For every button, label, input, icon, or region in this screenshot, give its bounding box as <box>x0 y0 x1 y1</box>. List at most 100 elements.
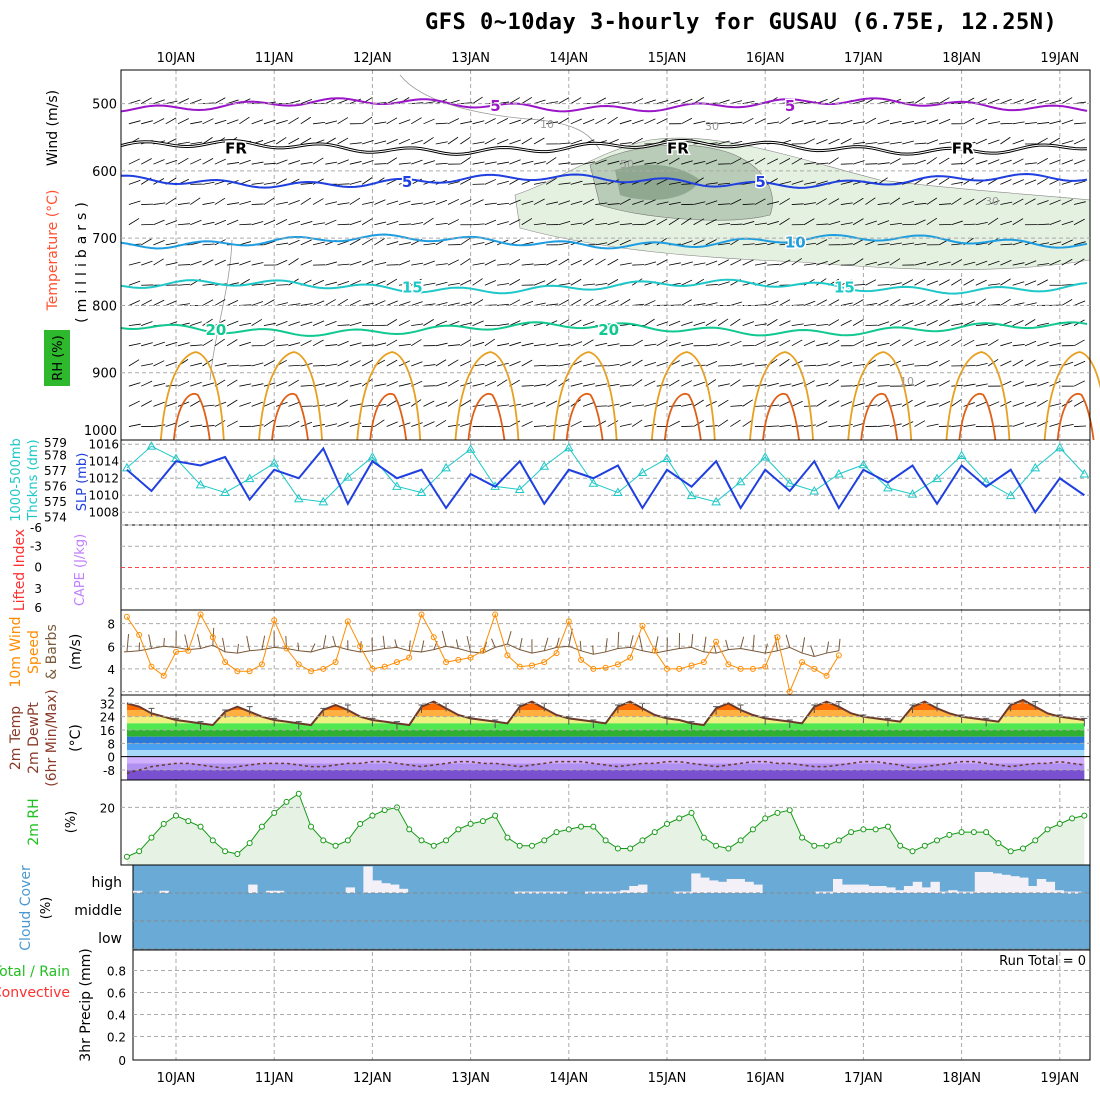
wind-barb <box>411 361 423 367</box>
wind-barb <box>558 282 571 286</box>
rh-point <box>258 823 265 830</box>
slp-line <box>126 446 1085 515</box>
wind-barb <box>362 201 374 205</box>
thickness-point <box>809 485 820 495</box>
high-cloud-bar <box>1001 874 1011 893</box>
wind-barb <box>1037 137 1048 145</box>
wind-barb <box>546 424 559 427</box>
wind-barb <box>877 385 890 387</box>
rh-point <box>749 826 756 833</box>
wind-barb <box>300 182 313 185</box>
wind-barb <box>300 137 312 145</box>
wind-barb <box>595 383 608 387</box>
wind-barb <box>386 359 398 367</box>
wind-barb <box>325 161 338 165</box>
wind-barb <box>361 259 374 266</box>
wind-barb <box>803 218 815 226</box>
wind-barb <box>730 121 743 125</box>
wind-barb <box>1049 120 1062 125</box>
pressure-tick: 500 <box>92 98 117 113</box>
wind-barb <box>767 221 779 226</box>
wind-barb <box>938 157 950 165</box>
wind-barb <box>1012 344 1025 347</box>
wind-barb <box>1012 422 1025 427</box>
wind-barb <box>251 301 264 306</box>
wind-barb <box>239 402 251 407</box>
high-cloud-bar <box>673 891 683 894</box>
wind-barb <box>619 198 631 205</box>
wind-barb <box>619 159 632 165</box>
thickness-tick: 575 <box>44 495 67 509</box>
wind-barb <box>521 385 534 387</box>
wind-barb <box>337 263 350 266</box>
surface-wind-barb <box>752 634 755 651</box>
wind-speed-point <box>541 659 548 666</box>
wind-barb <box>398 180 411 185</box>
wind-barb <box>398 162 411 165</box>
rh-point <box>823 842 830 849</box>
wind-barb <box>374 238 385 246</box>
wind-barb <box>803 424 816 427</box>
wind-barb <box>497 323 510 327</box>
wind-speed-point <box>627 654 634 661</box>
surface-wind-barb <box>148 634 152 649</box>
wind-barb <box>607 279 619 286</box>
wind-barb <box>595 342 608 347</box>
wind-barb <box>497 180 509 185</box>
wind-barb <box>877 363 890 367</box>
wind-barb <box>914 96 925 104</box>
surface-wind-barb <box>322 635 327 649</box>
wind-barb <box>693 201 706 205</box>
wind-barb <box>852 339 864 347</box>
wind-barb <box>1061 140 1074 145</box>
rh-point <box>897 842 904 849</box>
thickness-point <box>563 442 574 452</box>
wind-barb <box>570 222 583 226</box>
wind-speed-point <box>835 652 842 659</box>
contour-label: 5 <box>402 173 412 191</box>
wind-speed-point <box>209 634 216 641</box>
wind-barb <box>214 197 226 205</box>
wind-barb <box>681 321 693 327</box>
wind-barb <box>239 278 250 286</box>
wind-barb <box>816 120 828 125</box>
wind-barb <box>300 321 313 327</box>
wind-barb <box>312 300 325 306</box>
wind-barb <box>472 199 484 205</box>
date-label-top: 17JAN <box>844 51 883 66</box>
rh-point <box>541 837 548 844</box>
surface-wind-barb <box>838 638 841 651</box>
wind-barb <box>865 382 877 387</box>
wind-barb <box>226 119 239 125</box>
wind-barb <box>276 259 288 266</box>
wind-barb <box>902 200 914 205</box>
wind-barb <box>202 158 214 165</box>
wind-barb <box>251 424 264 427</box>
rh-point <box>737 837 744 844</box>
contour-label: 5 <box>785 97 795 115</box>
wind-barb <box>791 339 803 347</box>
temperature-contour--5 <box>120 173 1088 189</box>
wind-barb <box>263 139 276 145</box>
wind-barb <box>325 402 337 407</box>
wind-barb <box>533 280 546 286</box>
wind-barb <box>447 198 460 205</box>
wind-barb <box>177 264 191 266</box>
wind-barb <box>816 399 827 407</box>
temperature-tick: 16 <box>100 724 115 738</box>
wind-barb <box>914 400 926 407</box>
wind-barb <box>767 263 780 266</box>
wind-barb <box>926 217 938 226</box>
wind-barb <box>177 141 190 145</box>
wind-barb <box>214 259 226 266</box>
wind-barb <box>128 180 141 185</box>
wind-barb <box>717 99 730 105</box>
wind-barb <box>975 242 988 246</box>
wind-barb <box>840 138 852 145</box>
precip-tick: 0.4 <box>107 1009 126 1023</box>
wind-barb <box>963 142 976 145</box>
wind-barb <box>411 159 423 165</box>
wind-barb <box>448 344 461 347</box>
thickness-tick: 577 <box>44 464 67 478</box>
temperature-contour-25 <box>749 351 814 441</box>
